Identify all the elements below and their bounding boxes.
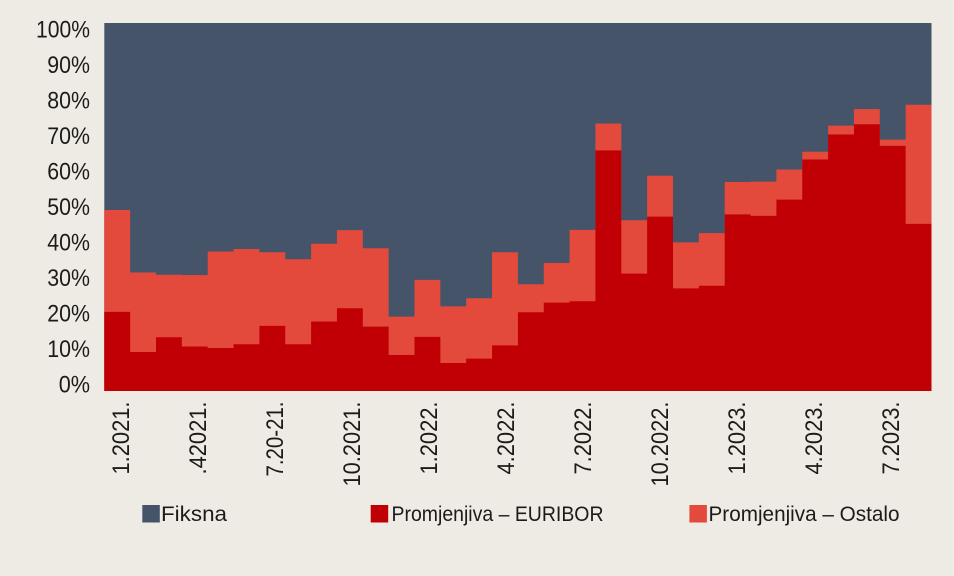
svg-text:.42021.: .42021. — [185, 402, 212, 475]
svg-text:Promjenjiva – EURIBOR: Promjenjiva – EURIBOR — [392, 503, 604, 526]
svg-text:4.2022.: 4.2022. — [493, 402, 520, 475]
svg-text:4.2023.: 4.2023. — [801, 402, 828, 475]
svg-text:40%: 40% — [47, 230, 90, 257]
svg-text:10.2022.: 10.2022. — [647, 402, 674, 487]
svg-text:7.2022.: 7.2022. — [570, 402, 597, 475]
svg-text:70%: 70% — [47, 123, 90, 150]
svg-text:80%: 80% — [47, 88, 90, 115]
svg-text:30%: 30% — [47, 265, 90, 292]
svg-text:7.20-21.: 7.20-21. — [262, 402, 289, 477]
svg-text:20%: 20% — [47, 301, 90, 328]
svg-text:10.2021.: 10.2021. — [339, 402, 366, 487]
svg-text:Promjenjiva – Ostalo: Promjenjiva – Ostalo — [709, 503, 900, 526]
svg-text:1.2022.: 1.2022. — [416, 402, 443, 475]
svg-text:90%: 90% — [47, 52, 90, 79]
svg-text:1.2021.: 1.2021. — [108, 402, 135, 475]
svg-text:100%: 100% — [36, 17, 90, 44]
svg-text:7.2023.: 7.2023. — [878, 402, 905, 475]
svg-text:1.2023.: 1.2023. — [724, 402, 751, 475]
svg-text:Fiksna: Fiksna — [161, 503, 227, 526]
svg-text:0%: 0% — [59, 372, 90, 399]
svg-text:10%: 10% — [47, 336, 90, 363]
svg-text:60%: 60% — [47, 159, 90, 186]
svg-text:50%: 50% — [47, 194, 90, 221]
